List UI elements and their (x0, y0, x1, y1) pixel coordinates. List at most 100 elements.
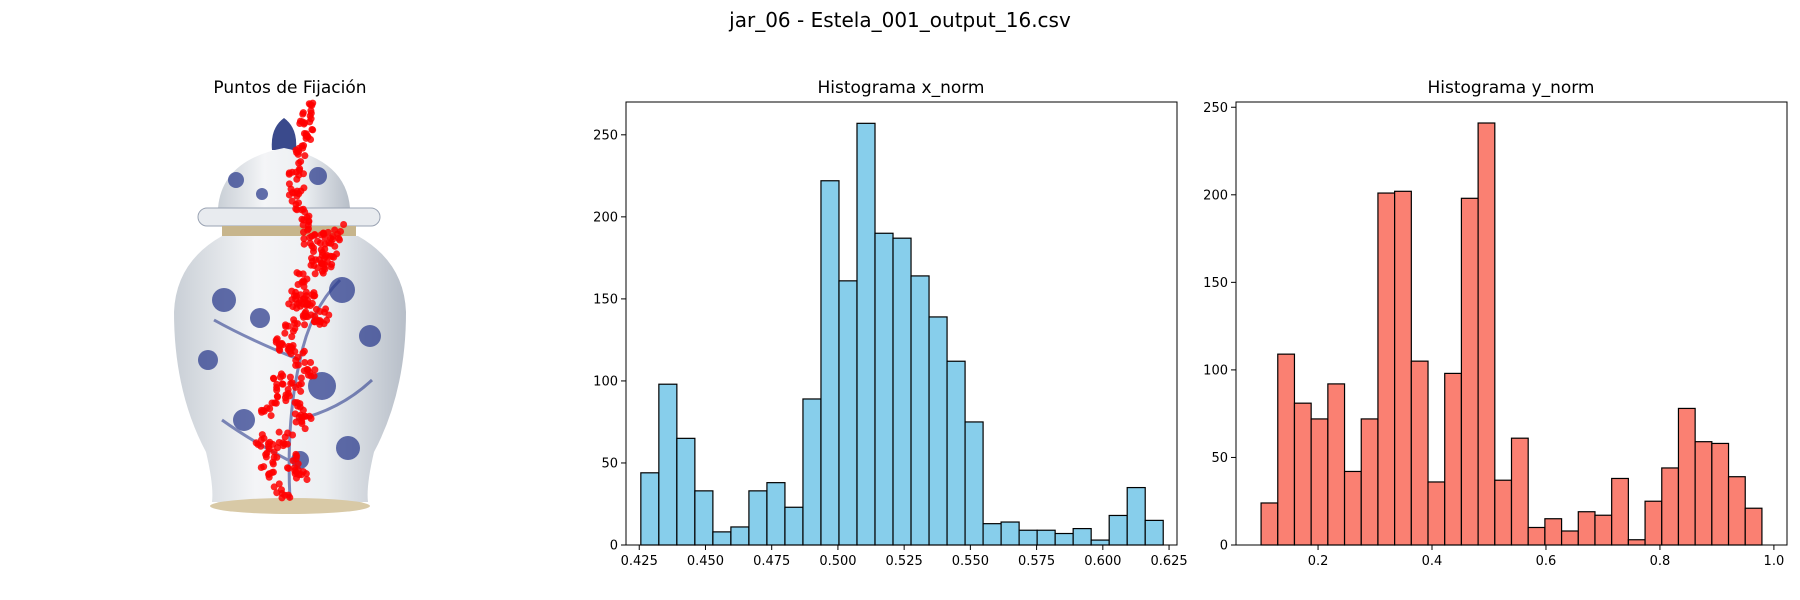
fixation-point (302, 412, 310, 420)
histogram-x-ytick-label: 0 (610, 539, 618, 554)
histogram-x-ytick-label: 200 (593, 210, 618, 225)
fixation-point (304, 371, 312, 379)
histogram-x-bar (1018, 529, 1038, 546)
histogram-x-title: Histograma x_norm (818, 78, 985, 98)
histogram-y-ytick-label: 150 (1203, 276, 1228, 291)
fixation-point (323, 316, 331, 324)
histogram-x-bars (640, 122, 1164, 546)
fixation-point (307, 261, 315, 269)
fixation-point (254, 440, 262, 448)
histogram-x-bar (766, 482, 786, 546)
histogram-x-bar (964, 421, 984, 546)
histogram-y-bar (1310, 418, 1329, 546)
figure-title: jar_06 - Estela_001_output_16.csv (729, 8, 1071, 32)
fixation-point (298, 215, 306, 223)
fixation-point (282, 323, 290, 331)
fixation-point (300, 228, 308, 236)
fixation-point (327, 263, 335, 271)
histogram-x-bar (838, 280, 858, 546)
histogram-y-xticks: 0.2 0.4 0.6 0.8 1.0 (1308, 545, 1784, 569)
histogram-y-bars (1260, 122, 1763, 546)
fixation-point (297, 158, 305, 166)
histogram-y-bar (1394, 190, 1412, 546)
fixation-point (300, 184, 308, 192)
histogram-x-bar (874, 232, 894, 546)
histogram-x-xtick-label: 0.425 (621, 554, 658, 569)
histogram-y-bar (1611, 477, 1629, 546)
fixation-point (314, 264, 322, 272)
fixation-point (297, 387, 305, 395)
fixation-point (307, 109, 315, 117)
fixation-point (262, 451, 270, 459)
fixation-point (269, 460, 277, 468)
fixation-point (286, 373, 294, 381)
histogram-y-bar (1694, 441, 1713, 546)
fixation-point (291, 410, 299, 418)
fixation-point (297, 374, 305, 382)
histogram-y-bar (1260, 502, 1279, 546)
histogram-y-ytick-label: 0 (1220, 539, 1228, 554)
histogram-x-bar (1072, 527, 1092, 546)
histogram-y-bar (1427, 481, 1446, 546)
histogram-y-ytick-label: 100 (1203, 363, 1228, 378)
histogram-x-bar (712, 531, 732, 546)
histogram-y-bar (1360, 418, 1379, 546)
histogram-y-bar (1744, 507, 1763, 546)
fixation-point (334, 230, 342, 238)
fixation-point (292, 361, 300, 369)
fixation-point (310, 292, 318, 300)
histogram-y-bar (1327, 383, 1346, 546)
histogram-x-bar (1126, 486, 1146, 546)
histogram-x-bar (676, 437, 696, 546)
fixation-point (257, 464, 265, 472)
histogram-y-bar (1661, 467, 1680, 546)
fixation-point (299, 277, 307, 285)
fixation-panel: Puntos de Fijación (174, 78, 406, 514)
fixation-point (319, 269, 327, 277)
fixation-point (292, 468, 300, 476)
fixation-point (312, 305, 320, 313)
histogram-y-frame (1235, 101, 1788, 546)
histogram-y-yticks: 0 50 100 150 200 250 (1203, 101, 1236, 554)
fixation-point (311, 230, 319, 238)
fixation-point (292, 455, 300, 463)
fixation-point (265, 473, 273, 481)
histogram-x-ytick-label: 250 (593, 128, 618, 143)
histogram-x-bar (928, 316, 948, 546)
histogram-x-bar (856, 122, 876, 546)
fixation-point (298, 417, 306, 425)
fixation-point (275, 480, 283, 488)
fixation-point (258, 408, 266, 416)
histogram-y-xtick-label: 0.4 (1422, 554, 1443, 569)
histogram-x-bar (946, 360, 966, 546)
fixation-point (303, 366, 311, 374)
histogram-y-bar (1644, 500, 1663, 546)
histogram-x-ytick-label: 50 (601, 456, 618, 471)
fixation-point (286, 493, 294, 501)
fixation-point (284, 346, 292, 354)
histogram-x-bar (658, 383, 678, 546)
histogram-y-bar (1544, 518, 1563, 546)
histogram-y-bar (1677, 407, 1696, 546)
histogram-y-bar (1527, 526, 1546, 546)
histogram-x-bar (820, 180, 840, 546)
fixation-point (295, 147, 303, 155)
histogram-x-xtick-label: 0.450 (687, 554, 724, 569)
fixation-point (273, 335, 281, 343)
histogram-x-xtick-label: 0.600 (1084, 554, 1121, 569)
histogram-y-bar (1594, 514, 1613, 546)
porcelain-jar-image (174, 118, 406, 514)
fixation-point (273, 383, 281, 391)
fixation-point (277, 486, 285, 494)
histogram-x-xticks: 0.425 0.450 0.475 0.500 0.525 0.550 0.575 0.600… (621, 545, 1188, 569)
histogram-y-xtick-label: 0.8 (1650, 554, 1671, 569)
fixation-point (307, 359, 315, 367)
histogram-y-bar (1477, 122, 1496, 546)
histogram-x-bar (1108, 514, 1128, 546)
histogram-x-bar (784, 506, 804, 546)
fixation-point (308, 299, 316, 307)
histogram-x-bar (730, 526, 750, 546)
histogram-y-xtick-label: 0.6 (1536, 554, 1557, 569)
fixation-point (295, 270, 303, 278)
fixation-point (310, 244, 318, 252)
